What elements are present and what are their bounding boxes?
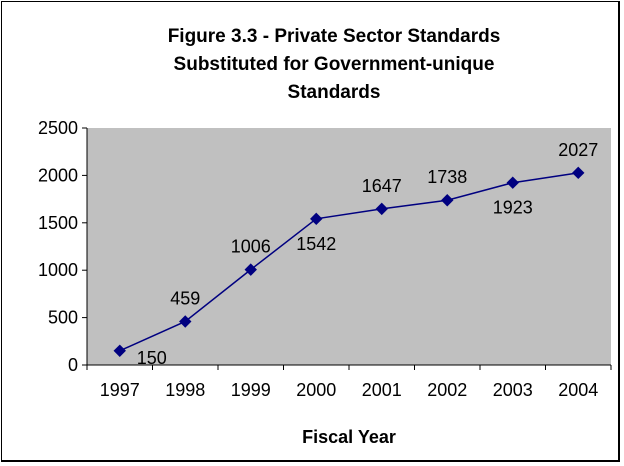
- x-tick-label: 2001: [362, 380, 402, 400]
- x-tick-label: 1999: [231, 380, 271, 400]
- data-labels-group: 150 459 1006 1542 1647 1738 1923 2027: [137, 140, 599, 368]
- series-group: [113, 166, 585, 357]
- data-label: 150: [137, 348, 167, 368]
- data-point-marker: [244, 263, 257, 276]
- x-tick-label: 1998: [165, 380, 205, 400]
- data-label: 1647: [362, 176, 402, 196]
- data-point-marker: [113, 344, 126, 357]
- y-tick-label: 2500: [38, 118, 78, 138]
- y-tick-label: 0: [68, 355, 78, 375]
- data-point-marker: [441, 194, 454, 207]
- data-label: 2027: [558, 140, 598, 160]
- data-point-marker: [506, 176, 519, 189]
- data-point-marker: [375, 202, 388, 216]
- data-label: 1738: [427, 167, 467, 187]
- data-label: 1006: [231, 237, 271, 257]
- data-point-marker: [179, 315, 192, 328]
- chart-title-line-3: Standards: [288, 82, 381, 103]
- x-tick-label: 2000: [296, 380, 336, 400]
- series-line: [119, 172, 579, 352]
- chart-title-line-1: Figure 3.3 - Private Sector Standards: [168, 26, 501, 47]
- x-axis-title: Fiscal Year: [302, 427, 396, 447]
- x-tick-label: 2002: [427, 380, 467, 400]
- x-tick-label: 1997: [100, 380, 140, 400]
- x-tick-label: 2004: [558, 380, 598, 400]
- data-point-marker: [572, 166, 585, 180]
- plot-area: [87, 128, 611, 365]
- y-tick-label: 1500: [38, 213, 78, 233]
- data-label: 1923: [493, 198, 533, 218]
- y-tick-label: 1000: [38, 260, 78, 280]
- data-label: 1542: [296, 234, 336, 254]
- y-tick-label: 2000: [38, 165, 78, 185]
- y-tick-label: 500: [48, 308, 78, 328]
- data-label: 459: [170, 288, 200, 308]
- chart-title-line-2: Substituted for Government-unique: [174, 54, 495, 75]
- data-point-marker: [310, 212, 323, 226]
- axes: 0 500 1000 1500 2000 2500 1997 1998 1999 2000 2001…: [38, 118, 612, 400]
- x-tick-label: 2003: [493, 380, 533, 400]
